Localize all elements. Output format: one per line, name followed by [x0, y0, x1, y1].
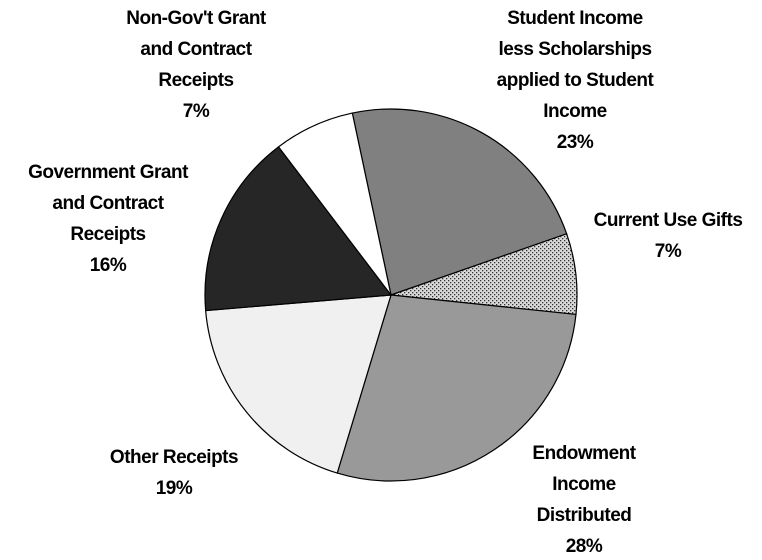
slice-label-line: applied to Student	[496, 70, 654, 91]
slice-label-line: Government Grant	[28, 162, 188, 183]
pie-slice-5	[204, 146, 393, 312]
slice-percent-label: 19%	[155, 478, 193, 499]
slice-percent-label: 16%	[89, 255, 127, 276]
slice-label-line: and Contract	[140, 39, 252, 60]
slice-label-line: Non-Gov't Grant	[126, 8, 266, 29]
slice-label-line: Other Receipts	[109, 447, 239, 468]
slice-label-line: Current Use Gifts	[593, 210, 743, 231]
slice-label-line: Receipts	[70, 224, 146, 245]
slice-label-4: Other Receipts 19%	[109, 442, 239, 504]
slice-label-1: Student Income less Scholarships applied t…	[497, 3, 654, 158]
pie-slice-4	[205, 294, 392, 474]
slice-label-line: Income	[552, 474, 616, 495]
pie-slice-6	[277, 112, 392, 296]
slice-label-line: less Scholarships	[498, 39, 652, 60]
slice-percent-label: 7%	[182, 101, 210, 122]
pie-slice-1	[351, 108, 568, 296]
slice-label-3: Endowment Income Distributed 28%	[532, 438, 636, 560]
slice-percent-label: 23%	[556, 132, 594, 153]
slice-label-line: Student Income	[507, 8, 643, 29]
slice-label-line: Receipts	[158, 70, 234, 91]
slice-label-line: and Contract	[52, 193, 164, 214]
slice-label-line: Income	[543, 101, 607, 122]
slice-percent-label: 7%	[654, 241, 682, 262]
slice-label-line: Endowment	[532, 443, 636, 464]
slice-percent-label: 28%	[565, 536, 603, 557]
pie-slice-3	[336, 294, 577, 482]
slice-label-6: Non-Gov't Grant and Contract Receipts 7%	[126, 3, 266, 127]
slice-label-5: Government Grant and Contract Receipts 16%	[28, 157, 188, 281]
slice-label-line: Distributed	[536, 505, 632, 526]
slice-label-2: Current Use Gifts 7%	[594, 205, 743, 267]
